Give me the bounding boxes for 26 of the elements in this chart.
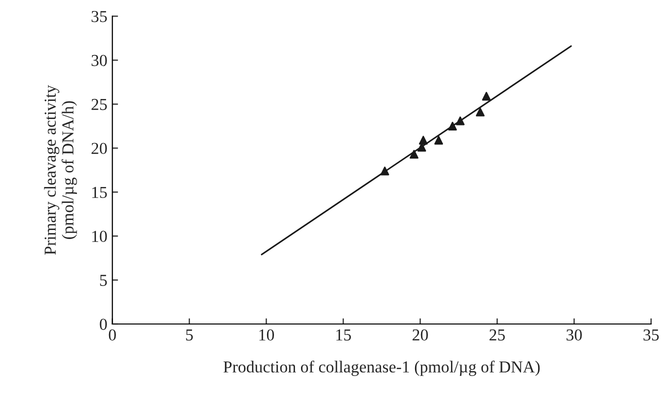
x-tick-label: 30: [566, 329, 582, 341]
y-axis-title: Primary cleavage activity (pmol/µg of DNA/h): [44, 85, 77, 255]
point: [410, 150, 418, 159]
x-tick-label: 10: [259, 329, 274, 341]
point: [456, 116, 465, 126]
point: [476, 108, 485, 116]
point: [434, 136, 444, 145]
x-tick-label: 20: [412, 329, 428, 341]
y-tick-label: 25: [92, 98, 107, 110]
x-axis-title: Production of collagenase-1 (pmol/µg of DNA): [224, 360, 540, 376]
x-tick-label: 0: [108, 329, 116, 341]
y-tick-label: 20: [92, 142, 107, 154]
y-tick-label: 35: [92, 10, 107, 22]
x-tick-label: 15: [336, 329, 351, 341]
x-tick-label: 25: [490, 329, 505, 341]
y-tick-label: 5: [100, 274, 107, 286]
y-tick-label: 15: [92, 186, 107, 198]
y-tick-label: 30: [92, 54, 107, 66]
x-tick-label: 5: [186, 330, 193, 341]
x-tick-label: 35: [644, 329, 659, 341]
point: [448, 122, 457, 130]
point: [418, 136, 428, 145]
y-tick-label: 0: [100, 318, 107, 330]
point: [482, 92, 491, 101]
point: [380, 166, 390, 176]
y-tick-label: 10: [92, 230, 107, 242]
